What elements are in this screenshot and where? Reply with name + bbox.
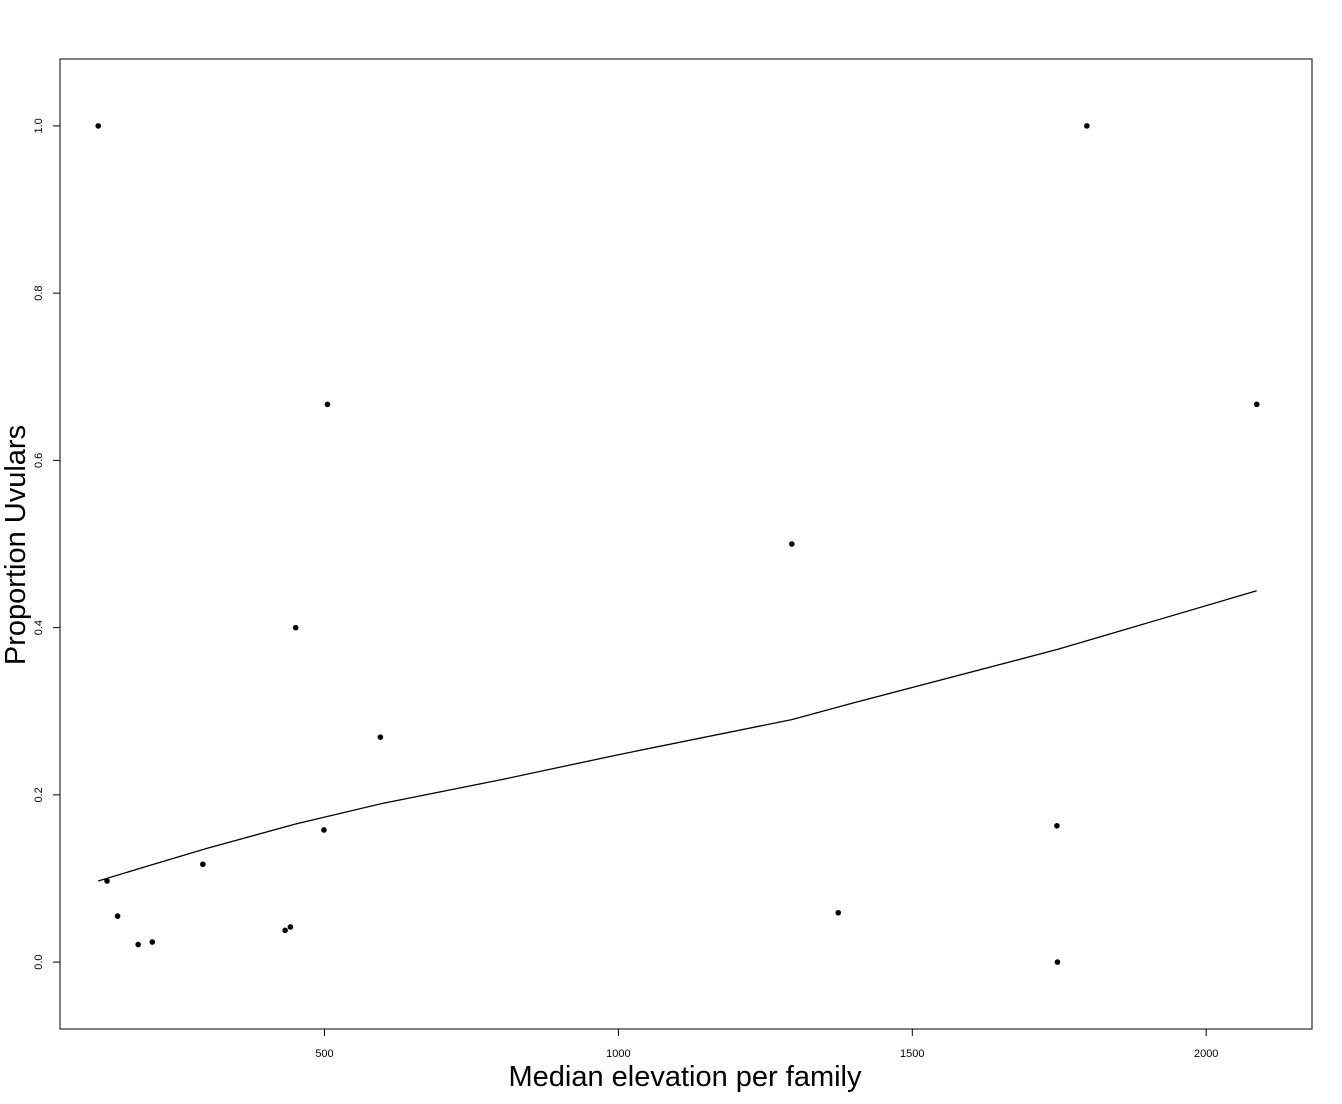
data-point — [292, 624, 299, 631]
x-axis-title: Median elevation per family — [508, 1061, 862, 1093]
data-point — [1084, 123, 1090, 129]
fit-layer — [98, 590, 1257, 882]
y-tick-label: 0.2 — [33, 787, 45, 802]
data-point — [135, 941, 141, 948]
y-tick-label: 0.8 — [33, 285, 45, 300]
data-point — [104, 878, 110, 884]
x-tick-label: 1000 — [606, 1048, 630, 1060]
data-point — [835, 909, 842, 916]
data-point — [1253, 401, 1260, 408]
lowess-fit-line — [98, 590, 1257, 882]
x-tick-label: 1500 — [900, 1048, 924, 1060]
y-tick-label: 0.4 — [33, 620, 45, 635]
data-point — [1054, 823, 1060, 829]
data-point — [789, 541, 795, 547]
data-point — [287, 924, 294, 930]
data-point — [324, 401, 331, 408]
points-layer — [95, 123, 1260, 965]
data-point — [95, 123, 102, 129]
data-point — [149, 939, 156, 945]
data-point — [114, 913, 121, 919]
plot-frame — [59, 58, 1313, 1030]
data-point — [200, 861, 206, 868]
y-tick-label: 0.0 — [33, 954, 45, 969]
data-point — [1054, 959, 1061, 965]
data-point — [377, 734, 384, 740]
x-axis: 500 1000 1500 2000 — [315, 1029, 1218, 1060]
data-point — [282, 927, 288, 934]
y-tick-label: 1.0 — [33, 118, 45, 133]
y-axis-title: Proportion Uvulars — [0, 425, 32, 665]
x-tick-label: 2000 — [1194, 1048, 1218, 1060]
data-point — [321, 827, 327, 833]
y-tick-label: 0.6 — [33, 453, 45, 468]
x-tick-label: 500 — [315, 1048, 333, 1060]
y-axis: 0.0 0.2 0.4 0.6 0.8 1.0 — [33, 118, 60, 970]
